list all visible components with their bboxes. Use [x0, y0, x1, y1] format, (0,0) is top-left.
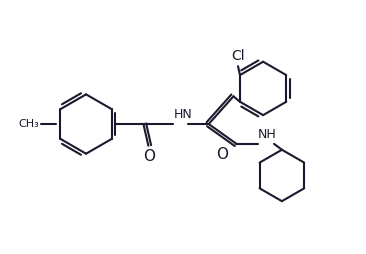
- Text: Cl: Cl: [231, 49, 245, 63]
- Text: O: O: [143, 149, 156, 164]
- Text: O: O: [217, 147, 228, 162]
- Text: NH: NH: [258, 128, 277, 141]
- Text: HN: HN: [174, 108, 193, 121]
- Text: CH₃: CH₃: [19, 119, 40, 129]
